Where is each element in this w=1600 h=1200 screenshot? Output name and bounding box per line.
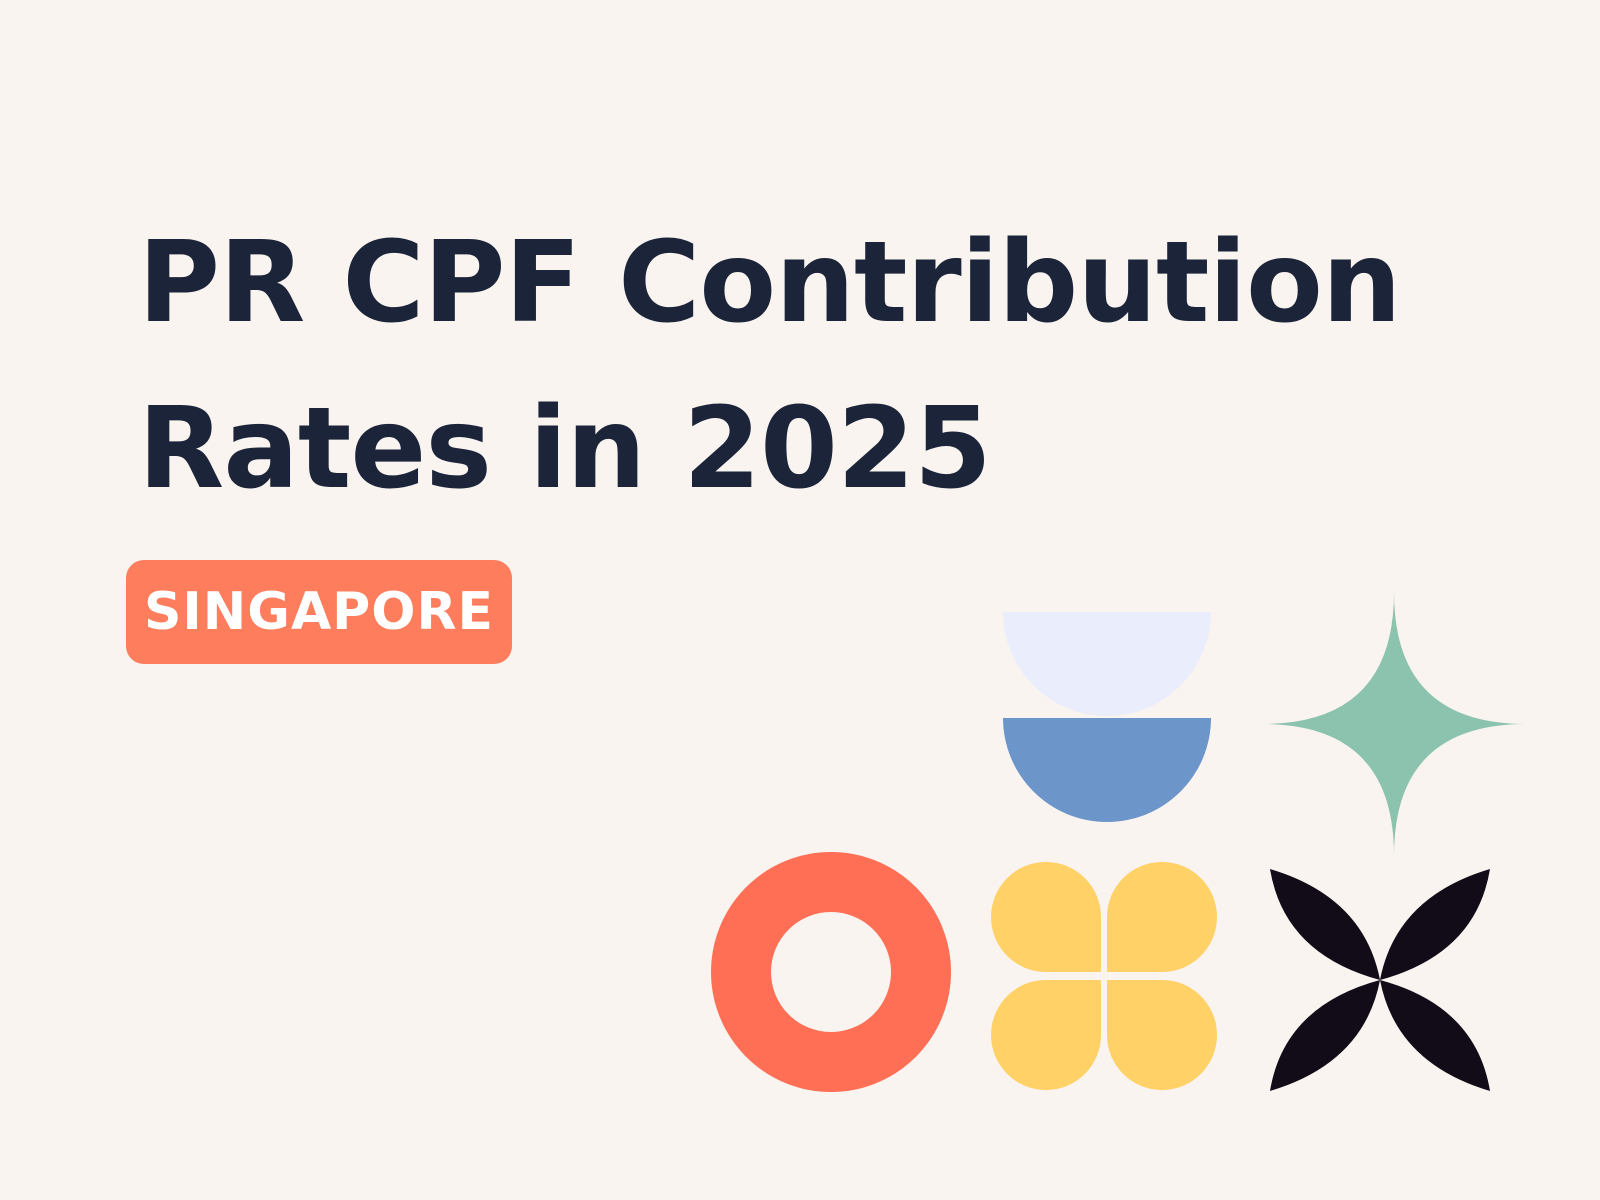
- clover-lobe-bottom-left: [991, 980, 1101, 1090]
- petal-top-left: [1270, 869, 1380, 980]
- country-badge: SINGAPORE: [126, 560, 512, 664]
- clover-lobe-bottom-right: [1107, 980, 1217, 1090]
- sparkle-star-shape: [1262, 592, 1526, 856]
- title-line-1: PR CPF Contribution: [138, 218, 1402, 348]
- petal-bottom-right: [1380, 980, 1490, 1091]
- bowl-top-half: [1003, 612, 1211, 716]
- page-title: PR CPF Contribution Rates in 2025: [138, 200, 1538, 532]
- bowl-shape: [1003, 612, 1211, 822]
- title-line-2: Rates in 2025: [138, 384, 992, 514]
- clover-lobe-top-right: [1107, 862, 1217, 972]
- clover-shape: [991, 862, 1217, 1090]
- petal-top-right: [1380, 869, 1490, 980]
- bowl-bottom-half: [1003, 718, 1211, 822]
- clover-lobe-top-left: [991, 862, 1101, 972]
- ring-shape: [711, 852, 951, 1092]
- petal-bottom-left: [1270, 980, 1380, 1091]
- petal-cross-shape: [1270, 869, 1490, 1091]
